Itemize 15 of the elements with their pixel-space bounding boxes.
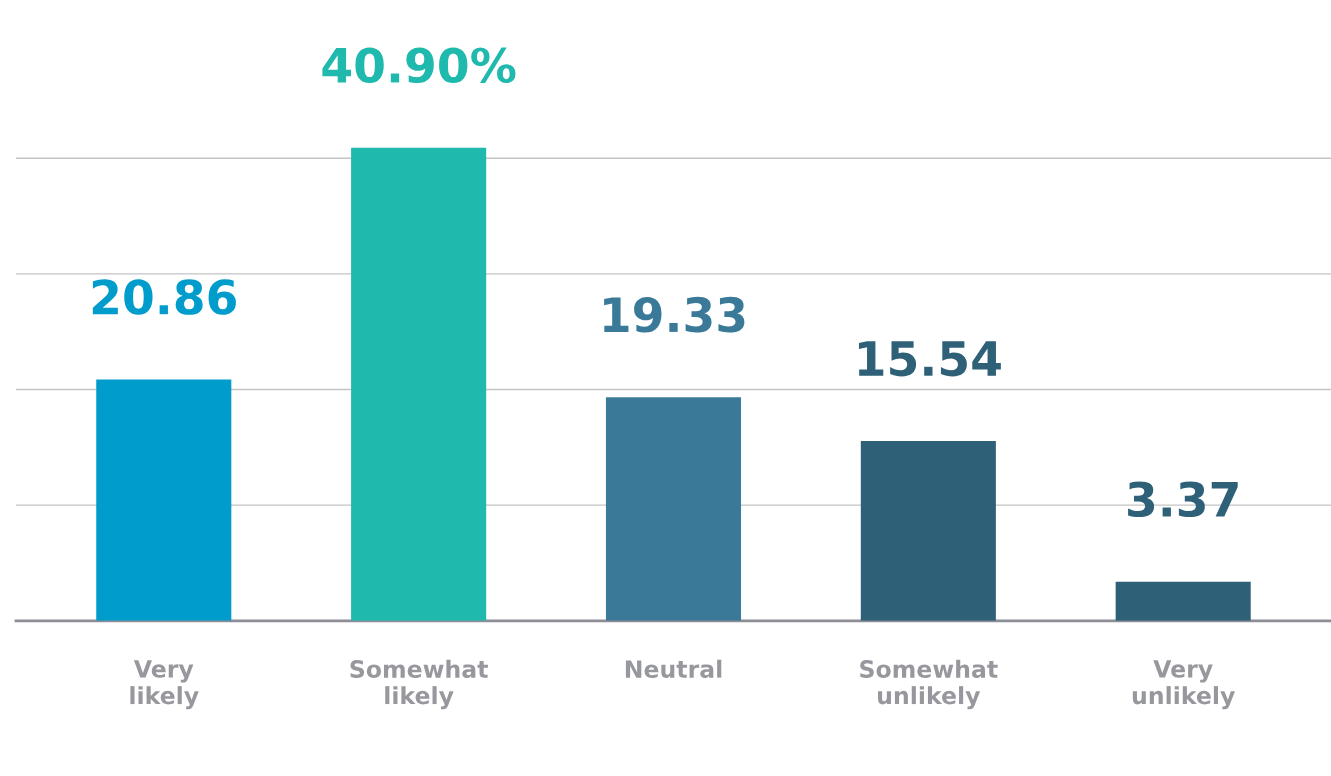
bar: [96, 379, 232, 621]
x-tick-label: Somewhat unlikely: [860, 659, 998, 710]
x-tick-label: Somewhat likely: [350, 659, 488, 710]
bar: [1115, 581, 1251, 621]
data-label: 15.54: [858, 341, 1001, 377]
bar: [351, 147, 487, 621]
x-tick-label: Neutral: [625, 659, 722, 678]
bar: [860, 441, 996, 621]
data-label: 19.33: [604, 296, 745, 333]
data-label: 40.90%: [322, 47, 516, 84]
data-label: 3.37: [1128, 481, 1238, 518]
bar: [605, 397, 742, 621]
data-label: 20.86: [92, 279, 236, 315]
x-tick-label: Very unlikely: [1132, 660, 1235, 710]
x-tick-label: Very likely: [130, 660, 199, 710]
